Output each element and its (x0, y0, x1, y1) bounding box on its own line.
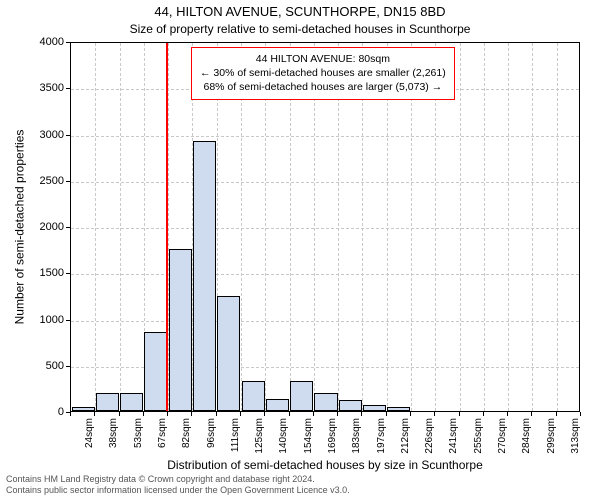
gridline-vertical (460, 43, 461, 411)
gridline-horizontal (71, 228, 579, 229)
xtick-label: 226sqm (424, 418, 435, 454)
xtick-mark (410, 412, 411, 416)
chart-container: 44, HILTON AVENUE, SCUNTHORPE, DN15 8BD … (0, 0, 600, 500)
histogram-bar (339, 400, 362, 411)
xtick-mark (337, 412, 338, 416)
xtick-mark (191, 412, 192, 416)
histogram-bar (144, 332, 167, 411)
ytick-label: 1500 (4, 267, 64, 279)
annotation-line: 44 HILTON AVENUE: 80sqm (200, 52, 446, 66)
histogram-bar (387, 407, 410, 411)
x-axis-label: Distribution of semi-detached houses by … (70, 458, 580, 472)
xtick-label: 284sqm (521, 418, 532, 454)
gridline-vertical (557, 43, 558, 411)
gridline-horizontal (71, 182, 579, 183)
xtick-label: 313sqm (570, 418, 581, 454)
histogram-bar (217, 296, 240, 411)
xtick-mark (289, 412, 290, 416)
histogram-bar (363, 405, 386, 411)
xtick-label: 169sqm (327, 418, 338, 454)
gridline-horizontal (71, 274, 579, 275)
chart-title-primary: 44, HILTON AVENUE, SCUNTHORPE, DN15 8BD (0, 4, 600, 19)
xtick-label: 140sqm (278, 418, 289, 454)
gridline-vertical (532, 43, 533, 411)
xtick-label: 96sqm (206, 418, 217, 448)
annotation-box: 44 HILTON AVENUE: 80sqm← 30% of semi-det… (191, 47, 455, 100)
xtick-mark (216, 412, 217, 416)
xtick-mark (143, 412, 144, 416)
ytick-mark (66, 135, 70, 136)
histogram-bar (242, 381, 265, 411)
ytick-label: 2000 (4, 221, 64, 233)
ytick-mark (66, 181, 70, 182)
ytick-label: 3500 (4, 82, 64, 94)
xtick-mark (70, 412, 71, 416)
xtick-mark (459, 412, 460, 416)
xtick-mark (556, 412, 557, 416)
chart-title-secondary: Size of property relative to semi-detach… (0, 22, 600, 36)
footer-line-2: Contains public sector information licen… (6, 485, 350, 496)
ytick-mark (66, 320, 70, 321)
footer-attribution: Contains HM Land Registry data © Crown c… (6, 474, 350, 496)
ytick-label: 500 (4, 360, 64, 372)
xtick-mark (531, 412, 532, 416)
annotation-line: 68% of semi-detached houses are larger (… (200, 80, 446, 94)
annotation-line: ← 30% of semi-detached houses are smalle… (200, 66, 446, 80)
histogram-bar (120, 393, 143, 412)
gridline-vertical (120, 43, 121, 411)
gridline-vertical (95, 43, 96, 411)
histogram-bar (314, 393, 337, 411)
ytick-label: 2500 (4, 175, 64, 187)
ytick-mark (66, 227, 70, 228)
histogram-bar (290, 381, 313, 411)
gridline-vertical (484, 43, 485, 411)
ytick-mark (66, 88, 70, 89)
ytick-label: 3000 (4, 129, 64, 141)
xtick-label: 197sqm (376, 418, 387, 454)
xtick-label: 154sqm (303, 418, 314, 454)
ytick-label: 4000 (4, 36, 64, 48)
gridline-horizontal (71, 321, 579, 322)
xtick-label: 212sqm (400, 418, 411, 454)
xtick-label: 53sqm (133, 418, 144, 448)
xtick-label: 111sqm (230, 418, 241, 452)
xtick-label: 67sqm (157, 418, 168, 448)
xtick-label: 299sqm (546, 418, 557, 454)
xtick-mark (361, 412, 362, 416)
xtick-mark (94, 412, 95, 416)
ytick-mark (66, 366, 70, 367)
xtick-label: 24sqm (84, 418, 95, 448)
histogram-bar (96, 393, 119, 412)
histogram-bar (266, 399, 289, 411)
xtick-label: 82sqm (181, 418, 192, 448)
xtick-mark (386, 412, 387, 416)
ytick-label: 1000 (4, 314, 64, 326)
footer-line-1: Contains HM Land Registry data © Crown c… (6, 474, 350, 485)
xtick-mark (507, 412, 508, 416)
histogram-bar (72, 407, 95, 411)
xtick-mark (264, 412, 265, 416)
histogram-bar (193, 141, 216, 411)
xtick-mark (580, 412, 581, 416)
ytick-mark (66, 273, 70, 274)
xtick-label: 38sqm (108, 418, 119, 448)
xtick-mark (483, 412, 484, 416)
plot-area: 44 HILTON AVENUE: 80sqm← 30% of semi-det… (70, 42, 580, 412)
xtick-label: 255sqm (473, 418, 484, 454)
xtick-label: 241sqm (448, 418, 459, 454)
xtick-label: 125sqm (254, 418, 265, 454)
xtick-mark (434, 412, 435, 416)
histogram-bar (169, 249, 192, 411)
xtick-label: 270sqm (497, 418, 508, 454)
ytick-mark (66, 42, 70, 43)
ytick-label: 0 (4, 406, 64, 418)
gridline-horizontal (71, 136, 579, 137)
property-marker-line (166, 43, 168, 411)
xtick-mark (240, 412, 241, 416)
gridline-vertical (508, 43, 509, 411)
xtick-mark (167, 412, 168, 416)
xtick-mark (313, 412, 314, 416)
xtick-label: 183sqm (351, 418, 362, 454)
xtick-mark (119, 412, 120, 416)
